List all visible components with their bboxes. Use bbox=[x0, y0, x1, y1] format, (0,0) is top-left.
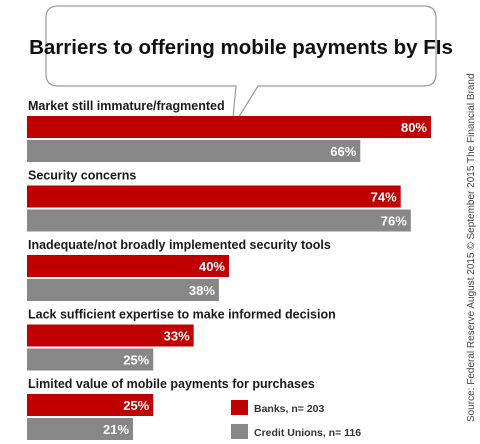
category-group-limited-value-of-mobile-payments-for-purchases: Limited value of mobile payments for pur… bbox=[27, 377, 315, 440]
legend-label-credit-unions: Credit Unions, n= 116 bbox=[254, 427, 361, 439]
category-group-security-concerns: Security concerns 74% 76% bbox=[27, 169, 411, 232]
category-label: Market still immature/fragmented bbox=[28, 99, 225, 113]
data-label-credit-unions: 66% bbox=[330, 144, 356, 159]
data-label-banks: 40% bbox=[199, 259, 225, 274]
category-label: Inadequate/not broadly implemented secur… bbox=[28, 238, 331, 252]
bar-credit-unions bbox=[27, 209, 411, 232]
bar-banks bbox=[27, 394, 154, 416]
category-group-market-still-immature-fragmented: Market still immature/fragmented 80% 66% bbox=[27, 99, 431, 162]
category-label: Lack sufficient expertise to make inform… bbox=[28, 308, 336, 322]
data-label-credit-unions: 38% bbox=[189, 283, 215, 298]
bar-banks bbox=[27, 185, 401, 208]
category-group-inadequate-not-broadly-implemented-security-tools: Inadequate/not broadly implemented secur… bbox=[27, 238, 331, 301]
category-label: Limited value of mobile payments for pur… bbox=[28, 377, 315, 391]
legend-swatch-banks bbox=[231, 400, 248, 415]
category-label: Security concerns bbox=[28, 169, 136, 183]
source-note: Source: Federal Reserve August 2015 © Se… bbox=[466, 73, 477, 422]
data-label-credit-unions: 76% bbox=[381, 214, 407, 229]
bar-credit-unions bbox=[27, 348, 154, 371]
data-label-banks: 80% bbox=[401, 120, 427, 135]
legend-swatch-credit-unions bbox=[231, 424, 248, 439]
data-label-credit-unions: 21% bbox=[103, 422, 129, 437]
legend-label-banks: Banks, n= 203 bbox=[254, 403, 324, 415]
bar-credit-unions bbox=[27, 418, 134, 440]
category-group-lack-sufficient-expertise-to-make-informed-decision: Lack sufficient expertise to make inform… bbox=[27, 308, 336, 371]
bar-banks bbox=[27, 116, 431, 138]
title-speech-bubble bbox=[45, 5, 437, 129]
bar-credit-unions bbox=[27, 279, 219, 301]
data-label-banks: 25% bbox=[123, 398, 149, 413]
bar-credit-unions bbox=[27, 140, 361, 162]
bar-banks bbox=[27, 324, 194, 347]
bar-banks bbox=[27, 255, 229, 277]
data-label-banks: 74% bbox=[371, 190, 397, 205]
data-label-banks: 33% bbox=[164, 329, 190, 344]
chart-title: Barriers to offering mobile payments by … bbox=[29, 36, 453, 59]
title-callout: Barriers to offering mobile payments by … bbox=[29, 5, 453, 129]
legend: Banks, n= 203 Credit Unions, n= 116 bbox=[231, 400, 361, 439]
data-label-credit-unions: 25% bbox=[123, 353, 149, 368]
